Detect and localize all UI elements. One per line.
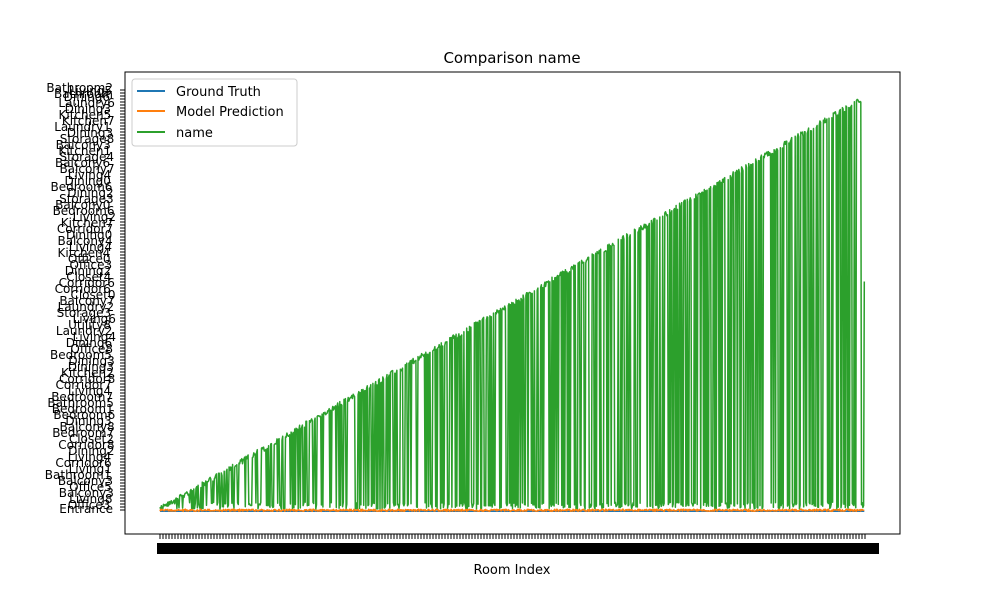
- y-tick-label: Bedroom5: [50, 348, 112, 362]
- y-tick-label: Kitchen2: [61, 366, 114, 380]
- y-tick-label: Corridor6: [59, 276, 115, 290]
- y-tick-label: Dining2: [68, 444, 114, 458]
- y-tick-label: Dining3: [65, 102, 111, 116]
- y-tick-label: Storage8: [60, 132, 115, 146]
- y-tick-label: Corridor8: [58, 438, 114, 452]
- y-tick-label: Dining3: [65, 414, 111, 428]
- y-tick-label: Corridor8: [59, 372, 115, 386]
- y-tick-label: Living4: [73, 330, 116, 344]
- y-tick-label: Laundry6: [58, 96, 115, 110]
- y-tick-label: Living5: [69, 84, 112, 98]
- y-tick-label: Living8: [69, 492, 112, 506]
- y-tick-label: Corridor7: [56, 378, 112, 392]
- y-tick-label: Bathroom2: [46, 81, 113, 95]
- y-tick-label: Dining2: [67, 186, 113, 200]
- y-tick-label: Balcony3: [59, 486, 114, 500]
- y-tick-label: Laundry2: [56, 324, 113, 338]
- y-tick-label: Laundry2: [58, 300, 115, 314]
- y-tick-label: Closet0: [70, 288, 115, 302]
- y-tick-label: Storage4: [59, 150, 114, 164]
- y-tick-label: Bedroom6: [53, 408, 115, 422]
- y-tick-label: Storage3: [57, 306, 112, 320]
- y-tick-label: Bedroom7: [51, 390, 113, 404]
- y-tick-label: Laundry1: [54, 120, 111, 134]
- legend-label-ground-truth: Ground Truth: [176, 85, 261, 100]
- y-tick-label: Dining0: [65, 174, 111, 188]
- y-tick-label: Bedroom6: [51, 180, 113, 194]
- y-tick-label: Living1: [69, 462, 112, 476]
- y-tick-label: Balcony3: [58, 474, 113, 488]
- y-tick-label: Kitchen7: [61, 216, 114, 230]
- y-tick-label: Living4: [68, 384, 111, 398]
- y-tick-label: Bedroom6: [53, 204, 115, 218]
- y-tick-label: Dining3: [67, 126, 113, 140]
- x-axis-label: Room Index: [474, 563, 551, 578]
- y-tick-label: Bathroom5: [47, 396, 114, 410]
- y-tick-label: Closet4: [66, 270, 111, 284]
- x-tick-label-cluster: [157, 543, 879, 554]
- y-tick-label: Living6: [73, 312, 116, 326]
- legend-label-name: name: [176, 126, 213, 141]
- y-tick-label: Dining3: [68, 354, 114, 368]
- y-tick-label: Office0: [68, 252, 111, 266]
- y-tick-label: Balcony3: [56, 138, 111, 152]
- legend-label-model-prediction: Model Prediction: [176, 105, 284, 120]
- y-tick-label: Living4: [69, 240, 112, 254]
- y-tick-label: Living4: [68, 168, 111, 182]
- y-tick-label: Living2: [73, 210, 116, 224]
- y-tick-labels: Living5Dining6Laundry6Dining3Kitchen5Kit…: [45, 81, 116, 516]
- chart-title: Comparison name: [443, 49, 580, 67]
- y-tick-label: Utility8: [68, 318, 111, 332]
- y-tick-label: Storage3: [59, 192, 114, 206]
- y-tick-label: Dining0: [66, 228, 112, 242]
- y-tick-label: Dining6: [66, 336, 112, 350]
- y-tick-label: Bathroom1: [45, 468, 112, 482]
- y-tick-label: Corridor7: [57, 222, 113, 236]
- legend: Ground Truth Model Prediction name: [131, 78, 298, 147]
- y-tick-label: Corridor6: [55, 282, 111, 296]
- series-line-name: [159, 98, 866, 511]
- y-tick-label: Bathroom: [54, 87, 113, 101]
- y-tick-label: Balcony7: [59, 294, 114, 308]
- y-tick-label: Kitchen5: [59, 108, 112, 122]
- y-tick-label: Living4: [68, 450, 111, 464]
- y-tick-label: Kitchen1: [58, 144, 111, 158]
- y-tick-label: Dining2: [65, 264, 111, 278]
- y-tick-label: Entrance: [59, 502, 113, 516]
- x-tick-labels: [157, 543, 879, 554]
- plot-area: [124, 71, 901, 535]
- y-tick-label: Kitchen4: [58, 246, 111, 260]
- y-tick-label: Corridor6: [55, 456, 111, 470]
- y-tick-label: Office5: [69, 480, 112, 494]
- y-tick-label: Balcony8: [59, 420, 114, 434]
- legend-box: [131, 78, 298, 147]
- y-tick-marks: [120, 89, 125, 511]
- y-tick-label: Office3: [68, 498, 111, 512]
- y-tick-label: Office8: [70, 342, 113, 356]
- y-tick-label: Balcony0: [55, 198, 110, 212]
- y-tick-label: Dining6: [64, 90, 110, 104]
- y-tick-label: Balcony4: [57, 234, 112, 248]
- y-tick-label: Bedroom7: [52, 426, 114, 440]
- series-line-model-prediction: [159, 508, 865, 513]
- y-tick-label: Balcony6: [55, 156, 110, 170]
- series-lines: [159, 98, 866, 513]
- y-tick-label: Dining3: [68, 360, 114, 374]
- y-tick-label: Balcony7: [59, 162, 114, 176]
- y-tick-label: Closet2: [69, 432, 114, 446]
- y-tick-label: Bedroom1: [52, 402, 114, 416]
- y-tick-label: Kitchen7: [62, 114, 115, 128]
- x-tick-marks: [159, 534, 866, 539]
- y-tick-label: Office3: [69, 258, 112, 272]
